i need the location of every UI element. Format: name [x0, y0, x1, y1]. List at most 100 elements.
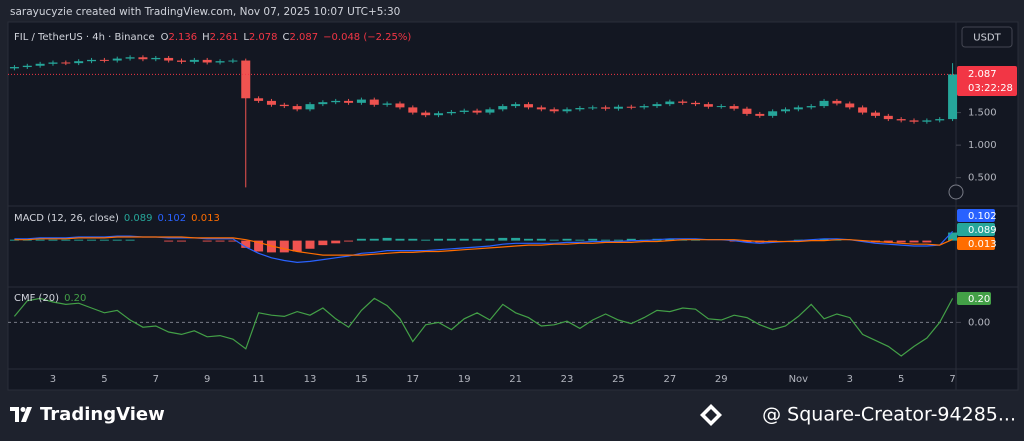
histogram-tag-value: 0.089	[968, 225, 997, 236]
tradingview-logo	[10, 407, 32, 422]
histogram-bar	[176, 240, 186, 242]
x-tick-label: 19	[458, 374, 471, 385]
histogram-bar	[112, 239, 122, 241]
candle-body	[176, 60, 186, 62]
candle-body	[781, 109, 791, 112]
candle-body	[266, 100, 276, 105]
candle-body	[845, 103, 855, 108]
logo-part	[20, 407, 26, 412]
histogram-bar	[613, 239, 623, 241]
candle-body	[318, 102, 328, 105]
histogram-bar	[408, 238, 418, 241]
candle-body	[768, 111, 778, 116]
logo-part	[21, 407, 32, 422]
candle-body	[395, 103, 405, 108]
cmf-legend: CMF (20) 0.20	[14, 293, 86, 304]
candle-body	[99, 59, 109, 61]
candle-body	[691, 102, 701, 105]
candle-body	[35, 63, 45, 66]
candle-body	[61, 62, 71, 64]
cmf-tag	[957, 292, 991, 305]
macd-tag-value: 0.102	[968, 211, 997, 222]
candle-body	[138, 57, 148, 60]
histogram-bar	[35, 239, 45, 241]
x-tick-label: 7	[153, 374, 159, 385]
histogram-bar	[395, 238, 405, 241]
candle-body	[241, 60, 251, 99]
histogram-bar	[434, 238, 444, 241]
candle-body	[896, 119, 906, 121]
histogram-bar	[344, 240, 354, 242]
signal-value: 0.013	[191, 213, 220, 224]
histogram-bar	[61, 239, 71, 241]
ohlc-value: 2.261	[210, 32, 239, 43]
candle-body	[562, 109, 572, 112]
candle-body	[601, 107, 611, 109]
histogram-bar	[896, 240, 906, 243]
ohlc-key: H	[202, 32, 210, 43]
candle-body	[806, 106, 816, 108]
y-tick-label: 1.500	[968, 108, 997, 119]
candle-body	[305, 104, 315, 110]
watermark-icon	[700, 404, 722, 426]
histogram-bar	[356, 238, 366, 241]
x-tick-label: 25	[612, 374, 625, 385]
histogram-bar	[48, 239, 58, 241]
x-tick-label: 29	[715, 374, 728, 385]
cmf-line	[13, 297, 954, 357]
candle-body	[935, 119, 945, 121]
candle-body	[485, 109, 495, 113]
candle-body	[523, 104, 533, 108]
x-tick-label: 21	[509, 374, 522, 385]
candle-body	[922, 120, 932, 122]
x-tick-label: 15	[355, 374, 368, 385]
candle-body	[421, 112, 431, 116]
histogram-value: 0.089	[124, 213, 153, 224]
symbol-legend: FIL / TetherUS · 4h · Binance O2.136 H2.26…	[14, 32, 411, 43]
macd-tag	[957, 209, 995, 222]
candle-body	[356, 99, 366, 103]
candle-body	[703, 104, 713, 107]
candle-body	[279, 104, 289, 107]
macd-value: 0.102	[158, 213, 187, 224]
candle-body	[613, 106, 623, 109]
candle-body	[125, 57, 135, 59]
signal-tag-value: 0.013	[968, 239, 997, 250]
histogram-bar	[626, 238, 636, 241]
histogram-bar	[241, 240, 251, 248]
candle-body	[382, 103, 392, 105]
y-tick-label: 0.500	[968, 173, 997, 184]
histogram-bar	[883, 240, 893, 243]
symbol: FIL / TetherUS · 4h · Binance	[14, 32, 155, 43]
histogram-bar	[588, 238, 598, 241]
histogram-bar	[665, 238, 675, 241]
candle-body	[446, 111, 456, 114]
histogram-bar	[292, 240, 302, 252]
histogram-bar	[549, 239, 559, 241]
candle-body	[369, 99, 379, 105]
currency[interactable]: USDT	[973, 33, 1001, 44]
x-tick-label: 23	[561, 374, 574, 385]
candle-body	[331, 100, 341, 103]
histogram-bar	[511, 237, 521, 241]
histogram-bar	[382, 237, 392, 241]
lightning-button[interactable]	[948, 184, 964, 200]
histogram-bar	[228, 240, 238, 242]
candle-body	[87, 59, 97, 62]
logo-part	[10, 407, 19, 411]
macd-title: MACD (12, 26, close)	[14, 213, 119, 224]
candle-body	[716, 106, 726, 108]
histogram-tag	[957, 223, 995, 236]
candle-body	[408, 107, 418, 113]
candle-body	[74, 61, 84, 64]
candle-body	[742, 108, 752, 114]
countdown: 03:22:28	[968, 83, 1013, 94]
candle-body	[755, 113, 765, 116]
x-tick-label: 11	[252, 374, 265, 385]
currency-button[interactable]	[961, 26, 1013, 48]
candle-body	[189, 59, 199, 62]
candle-body	[588, 107, 598, 109]
histogram-bar	[421, 239, 431, 241]
candle-body	[511, 104, 521, 107]
cmf-title: CMF (20)	[14, 293, 59, 304]
